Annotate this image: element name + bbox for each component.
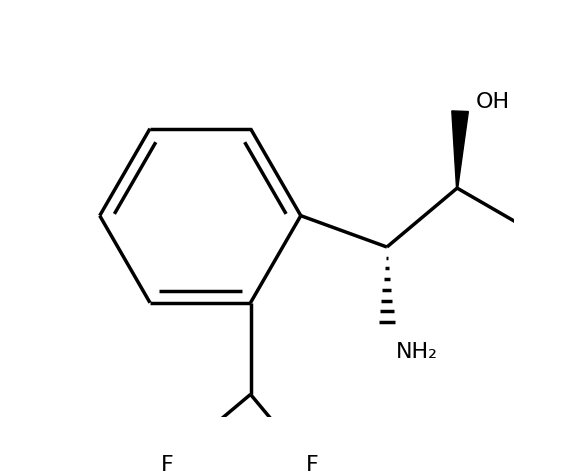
Text: F: F [161,455,174,472]
Polygon shape [452,111,468,188]
Text: OH: OH [475,93,510,112]
Text: NH₂: NH₂ [395,342,438,362]
Text: F: F [306,455,319,472]
